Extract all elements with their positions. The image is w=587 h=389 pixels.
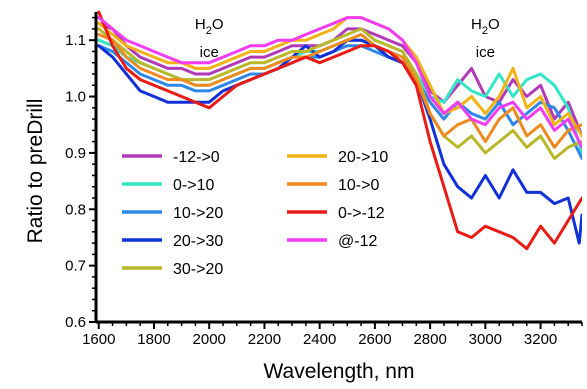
series-line-10-0-6: [97, 33, 582, 149]
annotation-label: ice: [200, 44, 219, 61]
legend-item: 0->10: [122, 177, 214, 194]
x-tick-label: 2400: [303, 331, 336, 348]
legend-item: 20->30: [122, 233, 223, 250]
x-tick-label: 2200: [248, 331, 281, 348]
x-tick-label: 2800: [413, 331, 446, 348]
legend-item: 20->10: [287, 149, 388, 166]
annotation-label: H2O: [471, 16, 500, 37]
series-line-12-0-0: [97, 21, 582, 138]
x-tick-label: 2600: [358, 331, 391, 348]
legend-item: 10->20: [122, 205, 223, 222]
legend-label: 20->30: [173, 233, 223, 250]
x-axis-title: Wavelength, nm: [264, 360, 415, 383]
y-tick-label: 1.0: [65, 89, 86, 106]
legend-label: 0->-12: [338, 205, 385, 222]
x-tick-label: 1800: [137, 331, 170, 348]
legend-label: 20->10: [338, 149, 388, 166]
legend-item: 0->-12: [287, 205, 385, 222]
y-tick-label: 0.6: [65, 314, 86, 331]
x-tick-label: 1600: [82, 331, 115, 348]
series-line-12-8: [97, 16, 582, 149]
annotation-label: ice: [476, 44, 495, 61]
y-tick-label: 1.1: [65, 32, 86, 49]
x-tick-label: 2000: [193, 331, 226, 348]
legend-label: 30->20: [173, 261, 223, 278]
legend: -12->0 0->10 10->20 20->30 30->20 20->10 10->0…: [122, 149, 388, 278]
legend-label: 0->10: [173, 177, 214, 194]
x-tick-label: 3200: [524, 331, 557, 348]
annotations: H2O ice H2O ice: [195, 16, 500, 61]
legend-item: -12->0: [122, 149, 220, 166]
y-tick-label: 0.7: [65, 258, 86, 275]
series-line-0-12-7: [97, 10, 582, 251]
plot-lines: [97, 10, 582, 251]
legend-label: 10->20: [173, 205, 223, 222]
legend-label: -12->0: [173, 149, 220, 166]
legend-item: 10->0: [287, 177, 379, 194]
y-tick-label: 0.9: [65, 145, 86, 162]
y-axis-title: Ratio to preDrill: [24, 99, 47, 244]
legend-label: @-12: [338, 233, 377, 250]
legend-item: 30->20: [122, 261, 223, 278]
axes: 1600 1800 2000 2200 2400 2600 2800 3000 3200 0.6 0…: [65, 12, 583, 348]
x-tick-label: 3000: [469, 331, 502, 348]
legend-label: 10->0: [338, 177, 379, 194]
y-tick-label: 0.8: [65, 201, 86, 218]
annotation-label: H2O: [195, 16, 224, 37]
legend-item: @-12: [287, 233, 377, 250]
